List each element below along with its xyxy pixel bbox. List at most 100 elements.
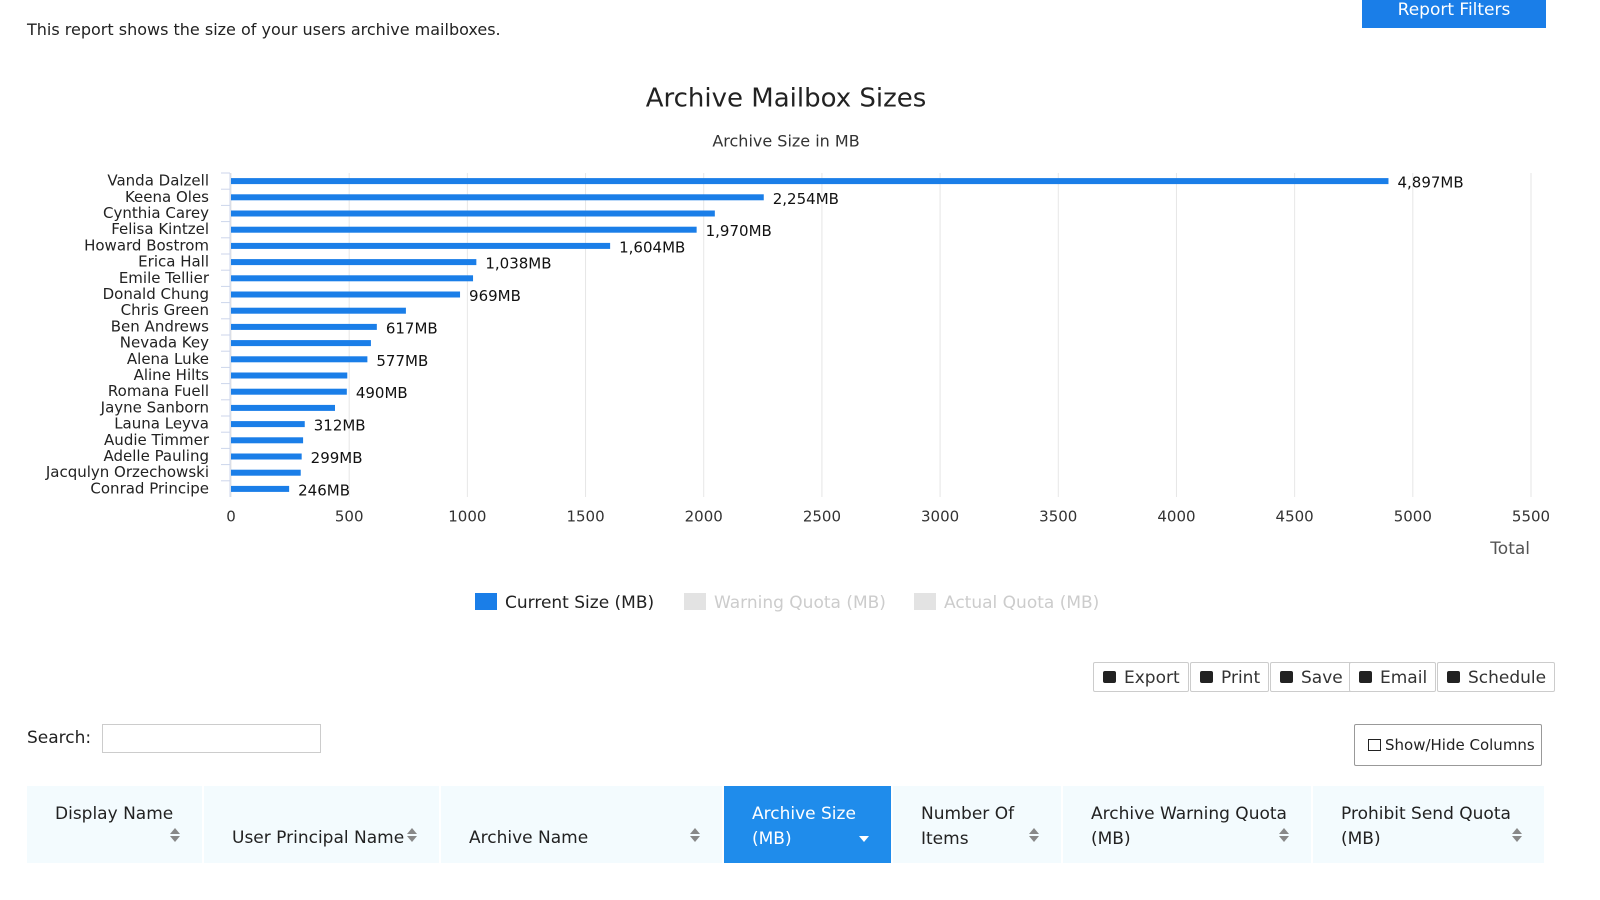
legend-label: Warning Quota (MB): [714, 593, 886, 613]
column-title: Prohibit Send Quota (MB): [1341, 804, 1511, 849]
column-header[interactable]: User Principal Name: [204, 786, 441, 863]
x-tick-label: 5000: [1394, 508, 1432, 526]
data-label: 4,897MB: [1397, 174, 1463, 192]
sort-icon: [407, 828, 417, 842]
column-header[interactable]: Archive Size (MB): [724, 786, 893, 863]
report-filters-button[interactable]: Report Filters: [1362, 0, 1546, 28]
data-label: 1,604MB: [619, 238, 685, 256]
x-tick-label: 3500: [1039, 508, 1077, 526]
chart: Archive Mailbox Sizes Archive Size in MB…: [45, 84, 1550, 614]
y-tick-label: Nevada Key: [120, 334, 209, 352]
toolbar-button[interactable]: Schedule: [1437, 662, 1556, 692]
sort-icon: [859, 836, 869, 842]
data-label: 299MB: [311, 449, 363, 467]
column-title: Archive Size (MB): [752, 804, 856, 849]
columns-icon: [1368, 739, 1381, 751]
y-tick-label: Audie Timmer: [104, 431, 210, 449]
legend-label: Current Size (MB): [505, 593, 654, 613]
column-title: Archive Name: [469, 828, 589, 848]
x-tick-label: 0: [226, 508, 236, 526]
x-tick-label: 1000: [448, 508, 486, 526]
bar: [231, 388, 347, 395]
x-tick-label: 4500: [1276, 508, 1314, 526]
column-title: Number Of Items: [921, 804, 1015, 849]
bar: [231, 178, 1389, 185]
y-tick-label: Donald Chung: [103, 285, 209, 303]
chart-title: Archive Mailbox Sizes: [646, 84, 927, 114]
y-tick-label: Vanda Dalzell: [107, 172, 209, 190]
x-tick-label: 2500: [803, 508, 841, 526]
column-header[interactable]: Number Of Items: [893, 786, 1063, 863]
x-tick-label: 5500: [1512, 508, 1550, 526]
description: This report shows the size of your users…: [27, 20, 501, 39]
y-tick-label: Emile Tellier: [119, 269, 210, 287]
legend-label: Actual Quota (MB): [944, 593, 1099, 613]
sort-icon: [170, 828, 180, 842]
search-input[interactable]: [102, 724, 321, 753]
x-tick-label: 500: [335, 508, 364, 526]
x-tick-label: 4000: [1157, 508, 1195, 526]
column-header[interactable]: Prohibit Send Quota (MB): [1313, 786, 1546, 863]
sort-icon: [1279, 828, 1289, 842]
x-axis-title: Total: [1489, 539, 1530, 559]
toolbar-button[interactable]: Export: [1093, 662, 1189, 692]
bar: [231, 323, 377, 330]
bar: [231, 340, 371, 347]
bar: [231, 291, 461, 298]
bar: [231, 485, 290, 492]
show-hide-columns-button[interactable]: Show/Hide Columns: [1354, 724, 1542, 766]
bar: [231, 259, 477, 266]
y-tick-label: Howard Bostrom: [84, 236, 209, 254]
column-title: Archive Warning Quota (MB): [1091, 804, 1287, 849]
data-label: 577MB: [376, 352, 428, 370]
y-tick-label: Aline Hilts: [134, 366, 210, 384]
x-tick-label: 1500: [566, 508, 604, 526]
bar: [231, 210, 715, 217]
data-label: 312MB: [314, 417, 366, 435]
chart-subtitle: Archive Size in MB: [712, 132, 859, 151]
bar: [231, 226, 697, 233]
y-tick-label: Chris Green: [121, 301, 209, 319]
y-tick-label: Keena Oles: [125, 188, 209, 206]
bar: [231, 242, 611, 249]
bar: [231, 453, 302, 460]
column-header[interactable]: Archive Name: [441, 786, 724, 863]
bar: [231, 372, 348, 379]
sort-icon: [1029, 828, 1039, 842]
bar: [231, 404, 335, 411]
bar: [231, 469, 301, 476]
column-title: User Principal Name: [232, 828, 405, 848]
y-tick-label: Adelle Pauling: [103, 447, 209, 465]
bar: [231, 437, 304, 444]
bar: [231, 356, 368, 363]
legend-swatch: [914, 593, 936, 610]
y-tick-label: Jacqulyn Orzechowski: [45, 463, 209, 481]
legend-swatch: [684, 593, 706, 610]
bar: [231, 275, 474, 282]
sort-icon: [1512, 828, 1522, 842]
data-label: 246MB: [298, 481, 350, 499]
search-label: Search:: [27, 728, 92, 748]
sort-icon: [690, 828, 700, 842]
x-tick-label: 3000: [921, 508, 959, 526]
bar: [231, 307, 406, 314]
y-tick-label: Romana Fuell: [108, 382, 209, 400]
toolbar-button[interactable]: Email: [1349, 662, 1437, 692]
data-label: 969MB: [469, 287, 521, 305]
y-tick-label: Alena Luke: [127, 350, 209, 368]
data-label: 617MB: [386, 319, 438, 337]
column-header[interactable]: Archive Warning Quota (MB): [1063, 786, 1313, 863]
y-tick-label: Conrad Principe: [90, 479, 209, 497]
toolbar-button[interactable]: Save: [1270, 662, 1352, 692]
bar: [231, 421, 305, 428]
data-label: 1,970MB: [706, 222, 772, 240]
bar: [231, 194, 764, 201]
y-tick-label: Cynthia Carey: [103, 204, 209, 222]
y-tick-label: Jayne Sanborn: [100, 398, 209, 416]
column-header[interactable]: Display Name: [27, 786, 204, 863]
toolbar-button[interactable]: Print: [1190, 662, 1270, 692]
legend-swatch: [475, 593, 497, 610]
x-tick-label: 2000: [685, 508, 723, 526]
y-tick-label: Felisa Kintzel: [111, 220, 209, 238]
